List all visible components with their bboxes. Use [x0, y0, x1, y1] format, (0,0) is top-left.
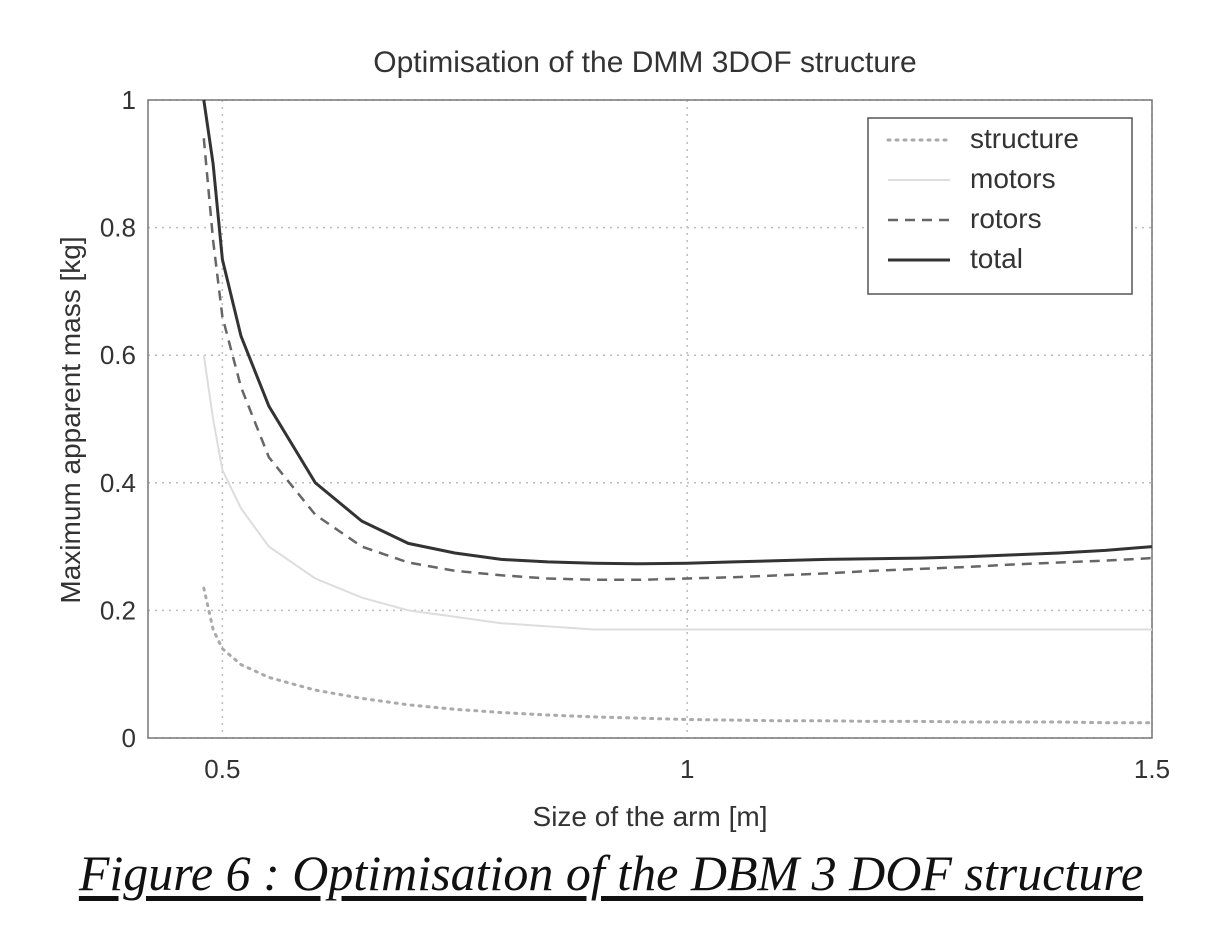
legend-label-rotors: rotors [970, 203, 1042, 234]
chart: Optimisation of the DMM 3DOF structure 0… [55, 46, 1170, 832]
y-tick-label: 0 [122, 723, 136, 753]
legend-label-motors: motors [970, 163, 1056, 194]
y-axis-label: Maximum apparent mass [kg] [55, 236, 86, 603]
legend-box [867, 117, 1133, 295]
chart-title: Optimisation of the DMM 3DOF structure [373, 46, 917, 79]
x-tick-labels: 0.5 1 1.5 [204, 754, 1170, 784]
x-tick-label: 1 [680, 754, 694, 784]
y-tick-labels: 0 0.2 0.4 0.6 0.8 1 [100, 85, 136, 753]
figure-caption: Figure 6 : Optimisation of the DBM 3 DOF… [78, 845, 1144, 901]
x-tick-label: 0.5 [204, 754, 240, 784]
series-line-structure [202, 586, 1154, 725]
series-line-motors [202, 355, 1152, 631]
x-tick-label: 1.5 [1134, 754, 1170, 784]
y-tick-label: 1 [122, 85, 136, 115]
plot-frame [147, 99, 1153, 739]
y-tick-label: 0.8 [100, 213, 136, 243]
x-axis-label: Size of the arm [m] [533, 801, 768, 832]
y-tick-label: 0.2 [100, 595, 136, 625]
legend-label-structure: structure [970, 123, 1079, 154]
series-line-total [202, 99, 1153, 566]
legend: structure motors rotors total [867, 117, 1133, 295]
y-tick-label: 0.4 [100, 468, 136, 498]
series-lines [202, 99, 1154, 725]
series-line-rotors [202, 138, 1153, 582]
y-tick-label: 0.6 [100, 340, 136, 370]
legend-label-total: total [970, 243, 1023, 274]
